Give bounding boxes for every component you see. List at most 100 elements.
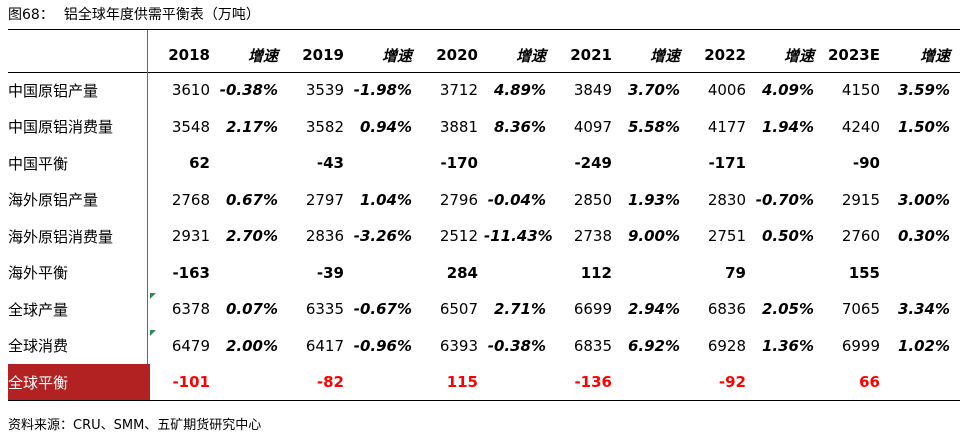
value-cell: 4097 [573, 117, 612, 136]
bottom-rule [8, 400, 960, 401]
cell-flag-icon [150, 293, 156, 299]
value-cell: 3881 [439, 117, 478, 136]
value-cell: 2751 [707, 227, 746, 246]
row-label: 中国原铝消费量 [8, 118, 114, 137]
value-cell: 2796 [439, 190, 478, 209]
balance-cell: -92 [718, 373, 746, 392]
growth-cell: 1.93% [627, 190, 680, 209]
growth-cell: 1.02% [897, 336, 950, 355]
growth-cell: -0.96% [353, 336, 412, 355]
growth-cell [216, 145, 284, 182]
balance-cell: 284 [446, 263, 478, 282]
balance-cell: -43 [316, 154, 344, 173]
growth-cell: 2.94% [627, 300, 680, 319]
value-cell: 2512 [439, 227, 478, 246]
growth-cell: 3.00% [897, 190, 950, 209]
value-cell: 3610 [171, 81, 210, 100]
top-rule [8, 29, 960, 30]
growth-cell: 3.34% [897, 300, 950, 319]
table-row: 中国原铝产量 3610 -0.38% 3539 -1.98% 3712 4.89… [8, 72, 956, 109]
growth-cell [484, 364, 552, 401]
col-header: 2021 [570, 46, 612, 64]
balance-cell: 115 [446, 373, 478, 392]
table-row: 全球消费 6479 2.00% 6417 -0.96% 6393 -0.38% … [8, 328, 956, 365]
balance-cell: -136 [574, 373, 612, 392]
growth-cell [350, 145, 418, 182]
balance-cell: -170 [440, 154, 478, 173]
growth-cell: -11.43% [484, 227, 553, 246]
col-header: 2019 [302, 46, 344, 64]
value-cell: 6835 [573, 336, 612, 355]
balance-cell: -163 [172, 263, 210, 282]
growth-cell: 9.00% [627, 227, 680, 246]
growth-cell: -1.98% [353, 81, 412, 100]
value-cell: 4177 [707, 117, 746, 136]
table-row: 海外平衡 -163 -39 284 112 79 155 [8, 255, 956, 292]
growth-cell: 3.70% [627, 81, 680, 100]
col-header: 增速 [783, 46, 814, 65]
growth-cell [484, 145, 552, 182]
growth-cell [886, 255, 956, 292]
table-row: 全球产量 6378 0.07% 6335 -0.67% 6507 2.71% 6… [8, 291, 956, 328]
growth-cell: 4.89% [493, 81, 546, 100]
value-cell: 6928 [707, 336, 746, 355]
source-note: 资料来源：CRU、SMM、五矿期货研究中心 [8, 418, 262, 433]
col-header: 2022 [704, 46, 746, 64]
col-header: 增速 [381, 46, 412, 65]
value-cell: 6417 [305, 336, 344, 355]
row-label: 全球消费 [8, 337, 69, 356]
growth-cell: 0.94% [359, 117, 412, 136]
growth-cell: 3.59% [897, 81, 950, 100]
value-cell: 2915 [841, 190, 880, 209]
row-label-highlight: 全球平衡 [8, 364, 150, 401]
balance-cell: 112 [580, 263, 612, 282]
value-cell: 6699 [573, 300, 612, 319]
value-cell: 6507 [439, 300, 478, 319]
value-cell: 2738 [573, 227, 612, 246]
row-label: 中国平衡 [8, 154, 69, 173]
balance-cell: -39 [316, 263, 344, 282]
cell-text: 6378 [171, 300, 210, 319]
col-header: 增速 [247, 46, 278, 65]
growth-cell: 8.36% [493, 117, 546, 136]
growth-cell: -0.67% [353, 300, 412, 319]
value-cell: 2850 [573, 190, 612, 209]
growth-cell: -0.04% [487, 190, 546, 209]
growth-cell [216, 255, 284, 292]
value-cell: 2797 [305, 190, 344, 209]
col-header: 增速 [919, 46, 950, 65]
value-cell: 3539 [305, 81, 344, 100]
growth-cell [886, 145, 956, 182]
value-cell: 6393 [439, 336, 478, 355]
balance-cell: 66 [859, 373, 880, 392]
table-row: 中国平衡 62 -43 -170 -249 -171 -90 [8, 145, 956, 182]
row-label: 海外平衡 [8, 264, 69, 283]
value-cell: 6335 [305, 300, 344, 319]
growth-cell: 1.50% [897, 117, 950, 136]
growth-cell [886, 364, 956, 401]
balance-cell: -101 [172, 373, 210, 392]
growth-cell [618, 145, 686, 182]
balance-cell: 62 [189, 154, 210, 173]
growth-cell [752, 255, 820, 292]
value-cell: 3582 [305, 117, 344, 136]
growth-cell: -0.38% [219, 81, 278, 100]
value-cell: 4006 [707, 81, 746, 100]
growth-cell [618, 255, 686, 292]
growth-cell: 0.07% [225, 300, 278, 319]
growth-cell: 2.17% [225, 117, 278, 136]
growth-cell [484, 255, 552, 292]
balance-cell: -82 [316, 373, 344, 392]
growth-cell: -0.38% [487, 336, 546, 355]
growth-cell: 2.71% [493, 300, 546, 319]
growth-cell [350, 255, 418, 292]
header-rule [8, 72, 960, 73]
growth-cell: 0.30% [897, 227, 950, 246]
growth-cell: 6.92% [627, 336, 680, 355]
growth-cell [350, 364, 418, 401]
col-header: 2020 [436, 46, 478, 64]
growth-cell: 1.36% [761, 336, 814, 355]
col-header: 增速 [515, 46, 546, 65]
row-label: 全球产量 [8, 300, 69, 319]
value-cell: 3548 [171, 117, 210, 136]
